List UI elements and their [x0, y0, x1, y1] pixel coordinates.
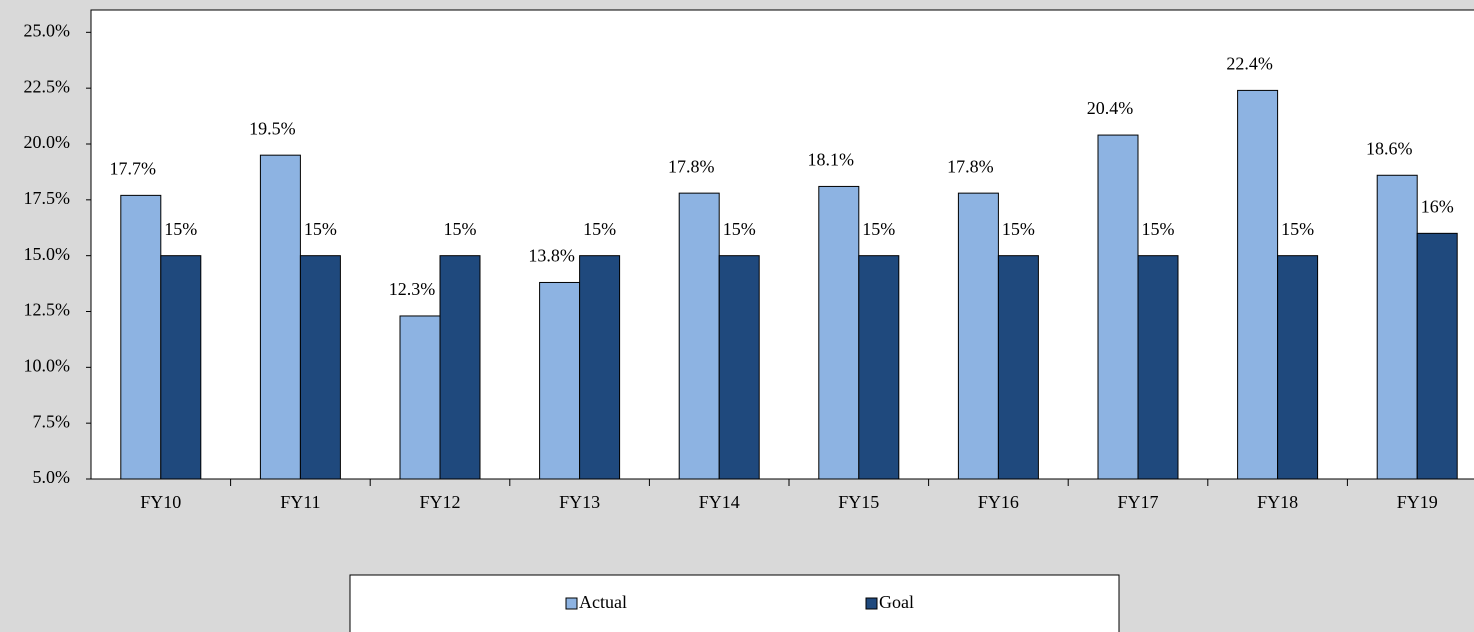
data-label: 17.8% [668, 156, 715, 176]
data-label: 15% [1281, 219, 1314, 239]
bar [579, 255, 621, 480]
data-label: 15% [723, 219, 756, 239]
bar [957, 192, 999, 480]
legend-swatch [865, 597, 878, 610]
data-label: 22.4% [1226, 54, 1273, 74]
legend-label: Goal [879, 592, 914, 612]
x-tick-label: FY12 [419, 492, 460, 512]
data-label: 15% [1142, 219, 1175, 239]
y-tick-label: 22.5% [24, 76, 71, 96]
x-tick-label: FY13 [559, 492, 600, 512]
x-tick-label: FY15 [838, 492, 879, 512]
bar [120, 194, 162, 480]
y-tick-label: 12.5% [24, 300, 71, 320]
data-label: 15% [583, 219, 616, 239]
data-label: 15% [862, 219, 895, 239]
legend-swatch [565, 597, 578, 610]
data-label: 15% [304, 219, 337, 239]
x-tick-label: FY19 [1397, 492, 1438, 512]
data-label: 17.8% [947, 156, 994, 176]
bar [678, 192, 720, 480]
legend-label: Actual [579, 592, 627, 612]
x-tick-label: FY17 [1117, 492, 1158, 512]
bar [858, 255, 900, 480]
data-label: 20.4% [1087, 98, 1134, 118]
data-label: 18.1% [808, 150, 855, 170]
y-tick-label: 20.0% [24, 132, 71, 152]
bar [399, 315, 441, 480]
data-label: 15% [444, 219, 477, 239]
y-tick-label: 15.0% [24, 244, 71, 264]
bar [1277, 255, 1319, 480]
bar [1416, 232, 1458, 480]
x-tick-label: FY16 [978, 492, 1019, 512]
bar [259, 154, 301, 480]
bar [1376, 174, 1418, 480]
bar [1137, 255, 1179, 480]
data-label: 19.5% [249, 118, 296, 138]
x-tick-label: FY14 [699, 492, 740, 512]
bar [718, 255, 760, 480]
y-tick-label: 5.0% [33, 467, 71, 487]
bar [539, 281, 581, 480]
data-label: 17.7% [110, 158, 157, 178]
data-label: 12.3% [389, 279, 436, 299]
x-tick-label: FY10 [140, 492, 181, 512]
y-tick-label: 17.5% [24, 188, 71, 208]
y-tick-label: 10.0% [24, 355, 71, 375]
bar [299, 255, 341, 480]
bar [1097, 134, 1139, 480]
data-label: 18.6% [1366, 138, 1413, 158]
data-label: 13.8% [528, 246, 575, 266]
bar [818, 185, 860, 480]
y-tick-label: 7.5% [33, 411, 71, 431]
data-label: 16% [1421, 196, 1454, 216]
data-label: 15% [164, 219, 197, 239]
bar [439, 255, 481, 480]
data-label: 15% [1002, 219, 1035, 239]
bar [997, 255, 1039, 480]
bar [1237, 89, 1279, 480]
legend [349, 574, 1120, 632]
y-tick-label: 25.0% [24, 20, 71, 40]
x-tick-label: FY11 [280, 492, 320, 512]
x-tick-label: FY18 [1257, 492, 1298, 512]
bar [160, 255, 202, 480]
